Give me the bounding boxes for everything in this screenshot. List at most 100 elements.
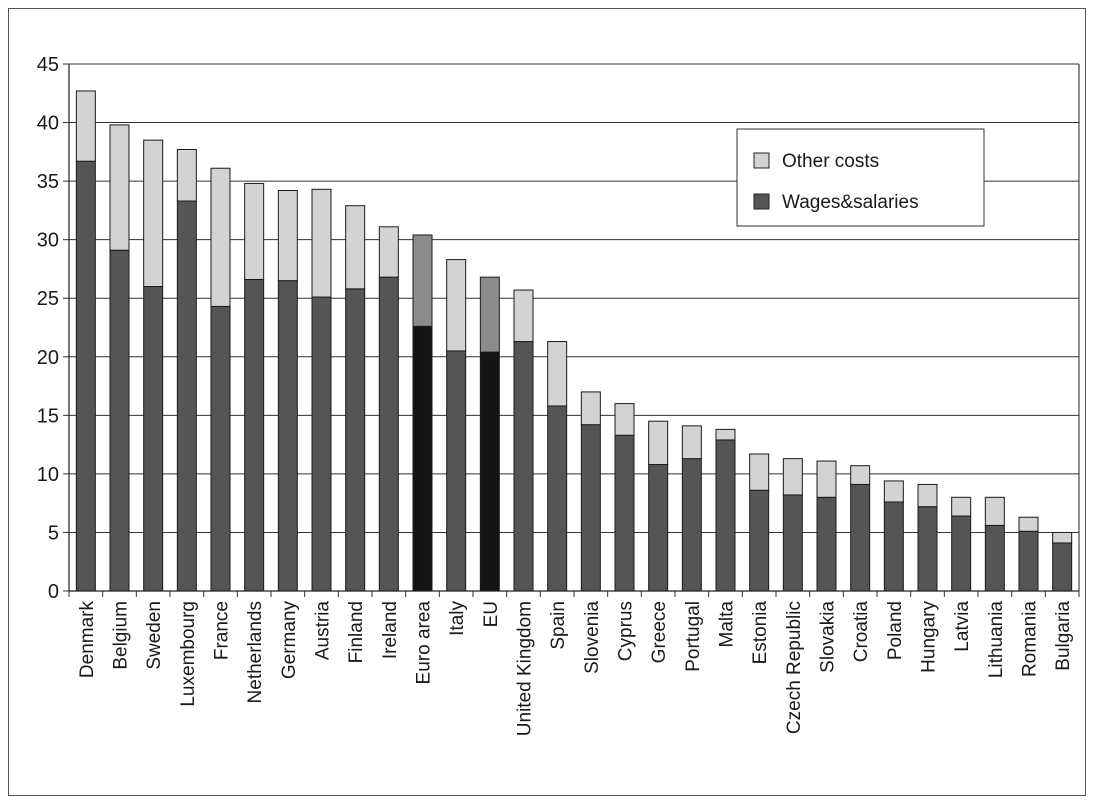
- x-tick-label-eu: EU: [481, 601, 502, 627]
- y-tick-label-15: 15: [37, 405, 59, 427]
- y-tick-labels: 0 5 10 15 20 25 30 35 40 45: [37, 54, 59, 603]
- y-tick-label-5: 5: [48, 522, 59, 544]
- x-tick-label-euro-area: Euro area: [414, 601, 435, 685]
- bar-germany-other-costs: [277, 189, 298, 282]
- x-tick-label-france: France: [212, 601, 233, 660]
- bar-france-wages-salaries: [210, 305, 231, 592]
- bar-croatia-wages-salaries: [850, 483, 871, 592]
- bar-poland-other-costs: [883, 480, 904, 503]
- bars: [75, 90, 1073, 592]
- x-tick-label-hungary: Hungary: [919, 601, 940, 673]
- bar-euro-area-other-costs: [412, 234, 433, 327]
- x-tick-label-greece: Greece: [649, 601, 670, 663]
- bar-slovenia-wages-salaries: [580, 424, 601, 592]
- bar-italy-wages-salaries: [446, 350, 467, 592]
- y-tick-label-0: 0: [48, 581, 59, 603]
- bar-sweden-other-costs: [143, 139, 164, 288]
- x-tick-label-italy: Italy: [447, 601, 468, 636]
- x-tick-label-bulgaria: Bulgaria: [1053, 601, 1074, 671]
- bar-united-kingdom-other-costs: [513, 289, 534, 343]
- x-tick-label-luxembourg: Luxembourg: [178, 601, 199, 707]
- bar-netherlands-wages-salaries: [244, 278, 265, 592]
- bar-croatia-other-costs: [850, 465, 871, 485]
- legend-label-other-costs: Other costs: [782, 151, 879, 172]
- bar-finland-wages-salaries: [345, 288, 366, 592]
- bar-malta-wages-salaries: [715, 439, 736, 592]
- x-tick-label-cyprus: Cyprus: [616, 601, 637, 661]
- bar-france-other-costs: [210, 167, 231, 307]
- bar-hungary-other-costs: [917, 483, 938, 508]
- x-tick-label-portugal: Portugal: [683, 601, 704, 672]
- bar-austria-other-costs: [311, 188, 332, 298]
- x-tick-label-germany: Germany: [279, 601, 300, 680]
- legend: Other costs Wages&salaries: [736, 128, 985, 227]
- x-tick-label-sweden: Sweden: [144, 601, 165, 670]
- y-tick-label-20: 20: [37, 347, 59, 369]
- y-tick-label-30: 30: [37, 230, 59, 252]
- bar-cyprus-other-costs: [614, 403, 635, 436]
- bar-hungary-wages-salaries: [917, 506, 938, 592]
- bar-luxembourg-other-costs: [176, 148, 197, 202]
- x-tick-label-poland: Poland: [885, 601, 906, 660]
- x-tick-label-netherlands: Netherlands: [245, 601, 266, 703]
- bar-latvia-other-costs: [951, 496, 972, 517]
- bar-finland-other-costs: [345, 205, 366, 290]
- x-tick-label-czech-republic: Czech Republic: [784, 601, 805, 734]
- bar-spain-other-costs: [547, 341, 568, 407]
- x-tick-label-spain: Spain: [548, 601, 569, 650]
- x-tick-label-austria: Austria: [313, 601, 334, 661]
- x-tick-label-slovenia: Slovenia: [582, 601, 603, 674]
- bar-greece-other-costs: [648, 420, 669, 466]
- x-tick-label-malta: Malta: [717, 601, 738, 648]
- bar-cyprus-wages-salaries: [614, 434, 635, 592]
- x-tick-label-denmark: Denmark: [77, 601, 98, 679]
- bar-slovakia-wages-salaries: [816, 496, 837, 592]
- bar-belgium-wages-salaries: [109, 249, 130, 592]
- bar-denmark-other-costs: [75, 90, 96, 162]
- bar-spain-wages-salaries: [547, 405, 568, 592]
- bar-portugal-other-costs: [681, 425, 702, 460]
- axes: [68, 64, 1080, 592]
- bar-eu-wages-salaries: [479, 351, 500, 592]
- bar-portugal-wages-salaries: [681, 458, 702, 592]
- bar-italy-other-costs: [446, 259, 467, 352]
- x-tick-label-belgium: Belgium: [111, 601, 132, 670]
- x-tick-labels: Denmark Belgium Sweden Luxembourg France Neth…: [77, 601, 1074, 737]
- bar-malta-other-costs: [715, 428, 736, 441]
- bar-czech-republic-wages-salaries: [782, 494, 803, 592]
- x-tick-label-slovakia: Slovakia: [818, 601, 839, 673]
- bar-greece-wages-salaries: [648, 464, 669, 592]
- x-tick-label-latvia: Latvia: [952, 601, 973, 652]
- y-tick-label-40: 40: [37, 113, 59, 135]
- y-tick-label-45: 45: [37, 54, 59, 76]
- y-tick-label-35: 35: [37, 171, 59, 193]
- bar-lithuania-other-costs: [984, 496, 1005, 526]
- bar-slovakia-other-costs: [816, 460, 837, 498]
- x-tick-label-ireland: Ireland: [380, 601, 401, 659]
- bar-belgium-other-costs: [109, 124, 130, 251]
- bar-poland-wages-salaries: [883, 501, 904, 592]
- x-tick-label-romania: Romania: [1020, 601, 1041, 677]
- x-tick-label-croatia: Croatia: [851, 601, 872, 663]
- legend-swatch-wages-salaries: [753, 193, 770, 210]
- x-tick-label-united-kingdom: United Kingdom: [515, 601, 536, 736]
- legend-swatch-other-costs: [753, 152, 770, 169]
- bar-euro-area-wages-salaries: [412, 325, 433, 592]
- bar-lithuania-wages-salaries: [984, 524, 1005, 592]
- x-tick-label-lithuania: Lithuania: [986, 601, 1007, 679]
- chart-frame: 0 5 10 15 20 25 30 35 40 45 Denmark Belgium Sweden L…: [8, 8, 1086, 796]
- bar-austria-wages-salaries: [311, 296, 332, 592]
- bar-czech-republic-other-costs: [782, 458, 803, 496]
- bar-ireland-other-costs: [378, 226, 399, 278]
- bar-sweden-wages-salaries: [143, 286, 164, 592]
- bar-luxembourg-wages-salaries: [176, 200, 197, 592]
- bar-denmark-wages-salaries: [75, 160, 96, 592]
- bar-estonia-wages-salaries: [749, 489, 770, 592]
- bar-latvia-wages-salaries: [951, 515, 972, 592]
- bar-romania-wages-salaries: [1018, 530, 1039, 592]
- x-tick-label-estonia: Estonia: [750, 601, 771, 665]
- bar-romania-other-costs: [1018, 516, 1039, 532]
- bar-united-kingdom-wages-salaries: [513, 341, 534, 592]
- stacked-bar-chart: 0 5 10 15 20 25 30 35 40 45 Denmark Belgium Sweden L…: [37, 54, 1080, 737]
- y-tick-label-10: 10: [37, 464, 59, 486]
